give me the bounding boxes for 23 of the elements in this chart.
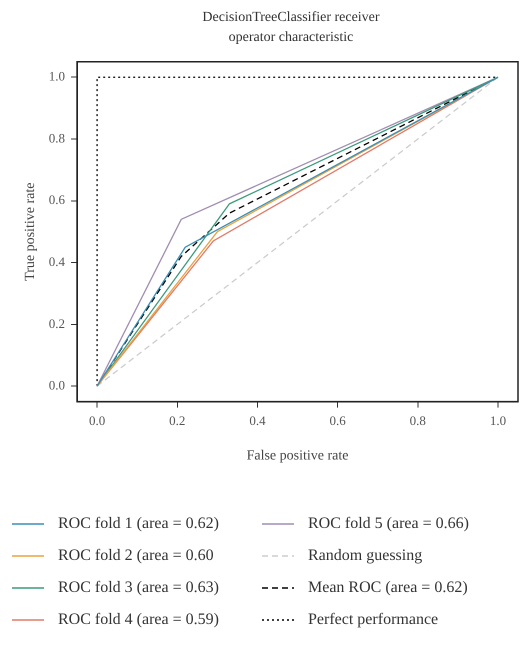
legend-label: Perfect performance xyxy=(308,611,438,629)
x-tick-label: 0.2 xyxy=(169,412,186,428)
y-tick-label: 0.8 xyxy=(48,130,66,146)
x-tick-label: 0.8 xyxy=(410,412,426,428)
y-tick-label: 0.6 xyxy=(48,192,66,208)
y-tick-label: 1.0 xyxy=(48,68,66,84)
legend-label: ROC fold 5 (area = 0.66) xyxy=(308,515,469,533)
y-tick-label: 0.2 xyxy=(48,316,66,331)
x-tick-label: 0.6 xyxy=(329,412,346,428)
legend-label: Mean ROC (area = 0.62) xyxy=(308,579,468,597)
legend-label: ROC fold 4 (area = 0.59) xyxy=(58,611,219,629)
x-tick-label: 0.4 xyxy=(249,412,266,428)
legend-label: ROC fold 1 (area = 0.62) xyxy=(58,515,219,533)
x-tick-label: 0.0 xyxy=(88,412,106,428)
y-axis-title: True positive rate xyxy=(23,182,38,281)
y-tick-label: 0.0 xyxy=(48,378,66,393)
chart-title: DecisionTreeClassifier receiver operator characteristic xyxy=(201,9,381,47)
legend-label: ROC fold 2 (area = 0.60 xyxy=(58,547,214,565)
x-axis-title: False positive rate xyxy=(246,448,348,464)
legend-label: ROC fold 3 (area = 0.63) xyxy=(58,579,219,597)
legend-label: Random guessing xyxy=(308,547,422,565)
x-tick-label: 1.0 xyxy=(490,412,506,428)
y-tick-label: 0.4 xyxy=(48,254,66,270)
